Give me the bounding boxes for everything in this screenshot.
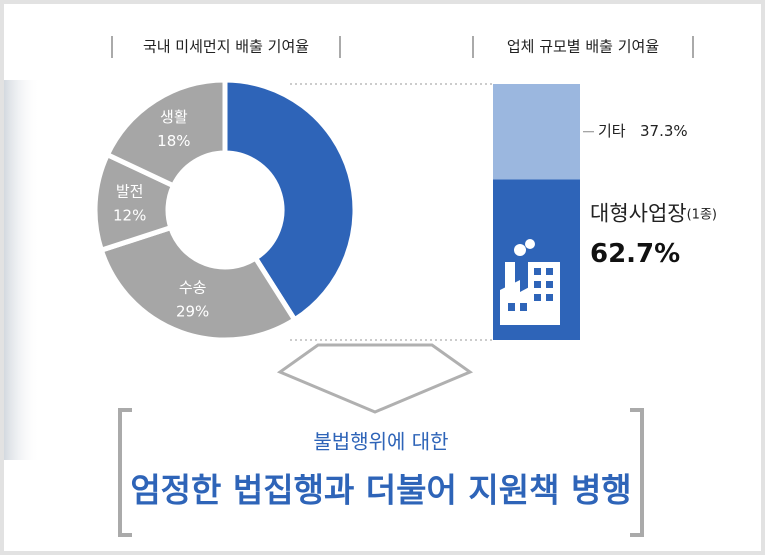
slice-value: 29% — [176, 302, 209, 320]
slice-label: 수송 — [179, 278, 207, 296]
pie-slice — [104, 77, 228, 190]
segment-value: 37.3% — [640, 122, 688, 140]
slice-value: 12% — [113, 207, 146, 225]
segment-name-text: 대형사업장 — [590, 202, 687, 226]
bar-title: 업체 규모별 배출 기여율 — [507, 38, 659, 56]
slice-label: 생활 — [160, 108, 188, 126]
photo-edge — [0, 80, 40, 460]
bracket — [118, 408, 132, 537]
banner-line2: 엄정한 법집행과 더불어 지원책 병행 — [130, 471, 631, 510]
bar-segment — [493, 84, 580, 180]
segment-value: 62.7% — [590, 239, 680, 269]
down-arrow — [276, 343, 474, 414]
segment-note: (1종) — [687, 207, 717, 222]
marks: 수송 29% 발전 12% 생활 18% 대형사업장(1종) 62.7% 기타 37.3% — [92, 77, 717, 343]
segment-name: 대형사업장(1종) — [590, 202, 717, 226]
pie-slice — [98, 224, 299, 343]
slice-value: 18% — [157, 132, 190, 150]
bracket — [630, 408, 644, 537]
factory-icon — [500, 239, 560, 325]
segment-name: 기타 — [598, 122, 626, 140]
slice-label: 발전 — [116, 183, 144, 201]
banner-line1: 불법행위에 대한 — [313, 430, 448, 454]
pie-title: 국내 미세먼지 배출 기여율 — [143, 38, 309, 56]
